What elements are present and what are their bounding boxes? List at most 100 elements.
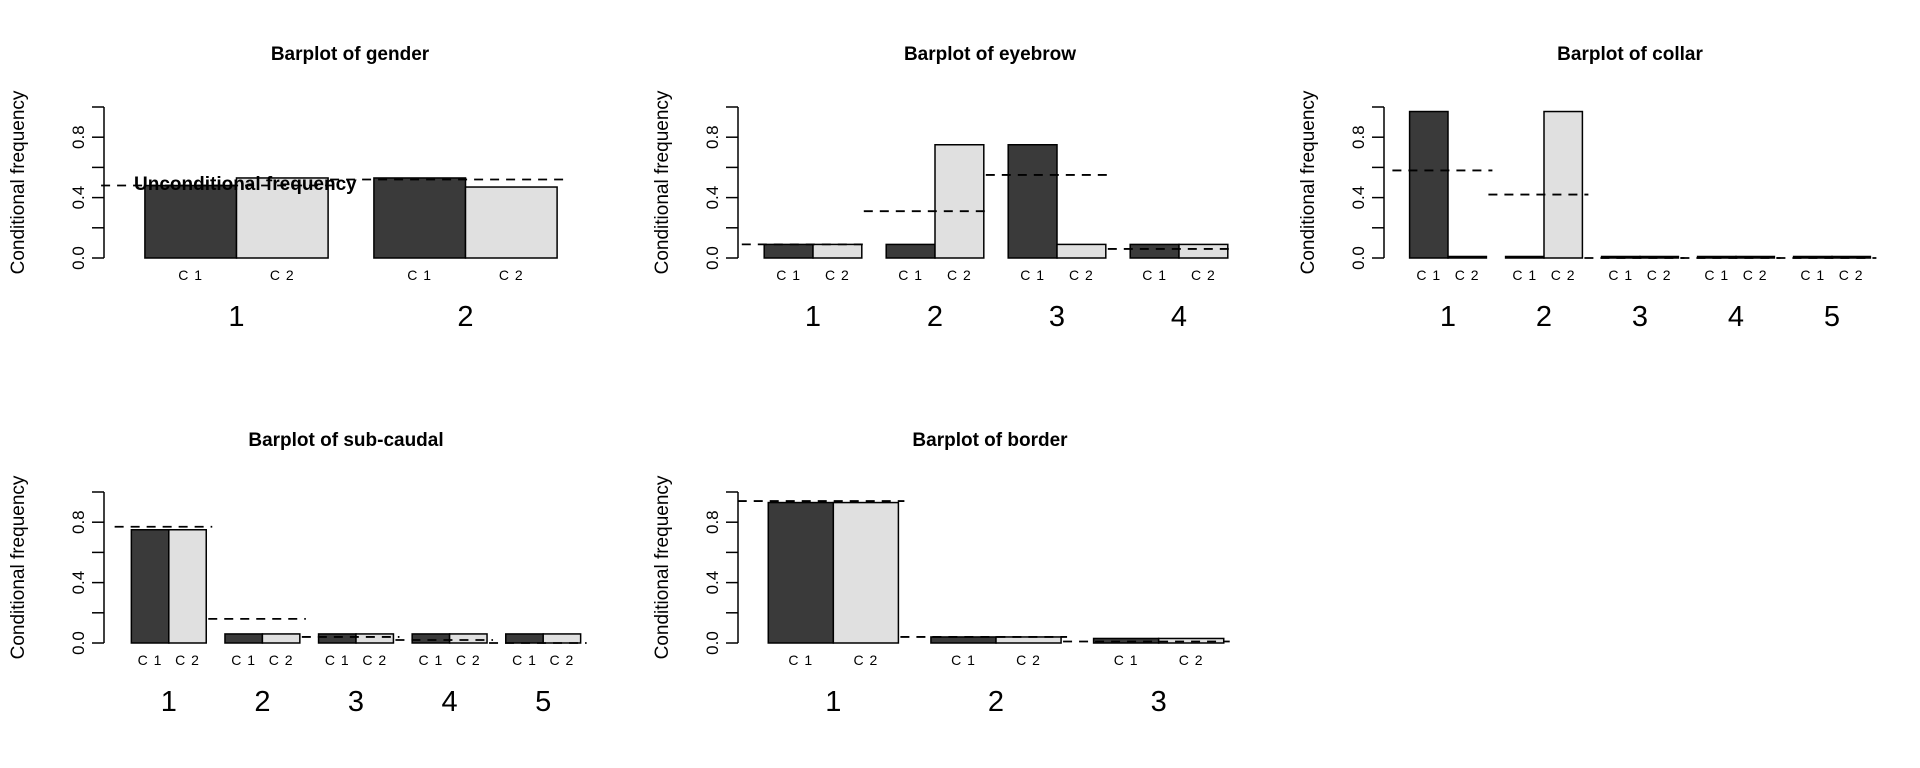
category-label: 4 [442, 686, 458, 718]
y-tick-label: 0.0 [69, 631, 88, 655]
bar-c1-cat-1 [767, 501, 835, 644]
bar-group-label: C 2 [1069, 267, 1094, 283]
bar-group-label: C 1 [138, 652, 163, 668]
category-label: 5 [535, 686, 551, 718]
bar-group-label: C 1 [325, 652, 350, 668]
bar-group-label: C 1 [1416, 267, 1441, 283]
category-label: 3 [1632, 301, 1648, 333]
panel-1: Barplot of gender Conditional frequency 0.… [8, 44, 564, 333]
category-label: 2 [457, 301, 473, 333]
category-label: 4 [1171, 301, 1187, 333]
bar-c1-cat-2 [930, 636, 997, 644]
bar-group-label: C 2 [270, 267, 295, 283]
y-axis-label: Conditional frequency [8, 90, 29, 274]
bar-c2-cat-3 [355, 633, 395, 644]
bar-group-label: C 1 [788, 652, 813, 668]
bar-group-label: C 2 [1016, 652, 1041, 668]
bar-c2-cat-2 [934, 144, 985, 259]
bar-group-label: C 2 [1647, 267, 1672, 283]
bar-c1-cat-2 [1504, 255, 1545, 259]
bar-c1-cat-3 [1007, 144, 1058, 259]
y-tick-label: 0.4 [703, 571, 722, 595]
y-tick-label: 0.4 [703, 186, 722, 210]
bar-c1-cat-2 [373, 177, 467, 259]
bar-c1-cat-3 [317, 633, 357, 644]
bar-group-label: C 2 [1179, 652, 1204, 668]
bar-c2-cat-1 [168, 529, 207, 644]
panel-title: Barplot of collar [1557, 44, 1703, 65]
panel-2: Barplot of eyebrow Conditional frequency 0… [652, 44, 1234, 333]
bar-group-label: C 2 [1551, 267, 1576, 283]
bar-c2-cat-2 [1543, 110, 1584, 259]
bar-group-label: C 2 [825, 267, 850, 283]
category-label: 2 [254, 686, 270, 718]
y-axis-label: Conditional frequency [652, 90, 673, 274]
bar-c2-cat-1 [832, 501, 900, 644]
y-tick-label: 0.8 [703, 510, 722, 534]
bar-c1-cat-5 [505, 633, 544, 644]
y-axis-label: Conditional frequency [652, 475, 673, 659]
category-label: 1 [805, 301, 821, 333]
y-tick-label: 0.8 [69, 125, 88, 149]
bar-group-label: C 1 [512, 652, 537, 668]
bar-group-label: C 1 [1608, 267, 1633, 283]
panel-title: Barplot of eyebrow [904, 44, 1076, 65]
y-axis-label: Conditional frequency [1298, 90, 1319, 274]
bar-group-label: C 1 [1800, 267, 1825, 283]
bar-c1-cat-2 [224, 633, 264, 644]
y-tick-label: 0.0 [703, 631, 722, 655]
bar-group-label: C 2 [499, 267, 524, 283]
category-label: 1 [228, 301, 244, 333]
panel-title: Barplot of border [912, 430, 1068, 451]
y-tick-label: 0.0 [1349, 246, 1368, 270]
panel-title: Barplot of sub-caudal [248, 430, 443, 451]
y-axis-label: Conditional frequency [8, 475, 29, 659]
panel-3: Barplot of collar Conditional frequency 0.… [1298, 44, 1877, 333]
bar-group-label: C 2 [1839, 267, 1864, 283]
category-label: 3 [348, 686, 364, 718]
y-tick-label: 0.4 [69, 571, 88, 595]
y-tick-label: 0.8 [69, 510, 88, 534]
bar-group-label: C 1 [407, 267, 432, 283]
bar-c2-cat-1 [812, 243, 863, 259]
bar-c1-cat-4 [411, 633, 451, 644]
bar-c2-cat-4 [448, 633, 488, 644]
bar-group-label: C 2 [175, 652, 200, 668]
bar-group-label: C 1 [1020, 267, 1045, 283]
category-label: 3 [1151, 686, 1167, 718]
category-label: 3 [1049, 301, 1065, 333]
bar-c2-cat-2 [995, 636, 1062, 644]
bar-c1-cat-1 [144, 184, 238, 259]
bar-c2-cat-3 [1056, 243, 1107, 259]
category-label: 1 [161, 686, 177, 718]
y-tick-label: 0.4 [1349, 186, 1368, 210]
panel-5: Barplot of border Conditional frequency 0.… [652, 430, 1230, 718]
y-tick-label: 0.0 [69, 246, 88, 270]
bar-group-label: C 2 [362, 652, 387, 668]
y-tick-label: 0.8 [1349, 125, 1368, 149]
bar-group-label: C 1 [951, 652, 976, 668]
bar-group-label: C 1 [898, 267, 923, 283]
bar-group-label: C 2 [550, 652, 575, 668]
bar-c1-cat-1 [1408, 110, 1449, 259]
bar-c2-cat-2 [464, 186, 558, 259]
category-label: 1 [1440, 301, 1456, 333]
bar-c2-cat-5 [542, 633, 582, 644]
category-label: 2 [1536, 301, 1552, 333]
bar-group-label: C 2 [947, 267, 972, 283]
bar-group-label: C 1 [1142, 267, 1167, 283]
category-label: 1 [825, 686, 841, 718]
bar-c2-cat-4 [1178, 243, 1229, 259]
bar-group-label: C 1 [231, 652, 256, 668]
bar-group-label: C 2 [1455, 267, 1480, 283]
bar-group-label: C 2 [1191, 267, 1216, 283]
y-tick-label: 0.0 [703, 246, 722, 270]
bar-group-label: C 2 [1743, 267, 1768, 283]
bar-c2-cat-1 [235, 177, 329, 259]
panel-title: Barplot of gender [271, 44, 430, 65]
bar-group-label: C 2 [269, 652, 294, 668]
bar-c1-cat-1 [763, 243, 814, 259]
bar-group-label: C 1 [418, 652, 443, 668]
